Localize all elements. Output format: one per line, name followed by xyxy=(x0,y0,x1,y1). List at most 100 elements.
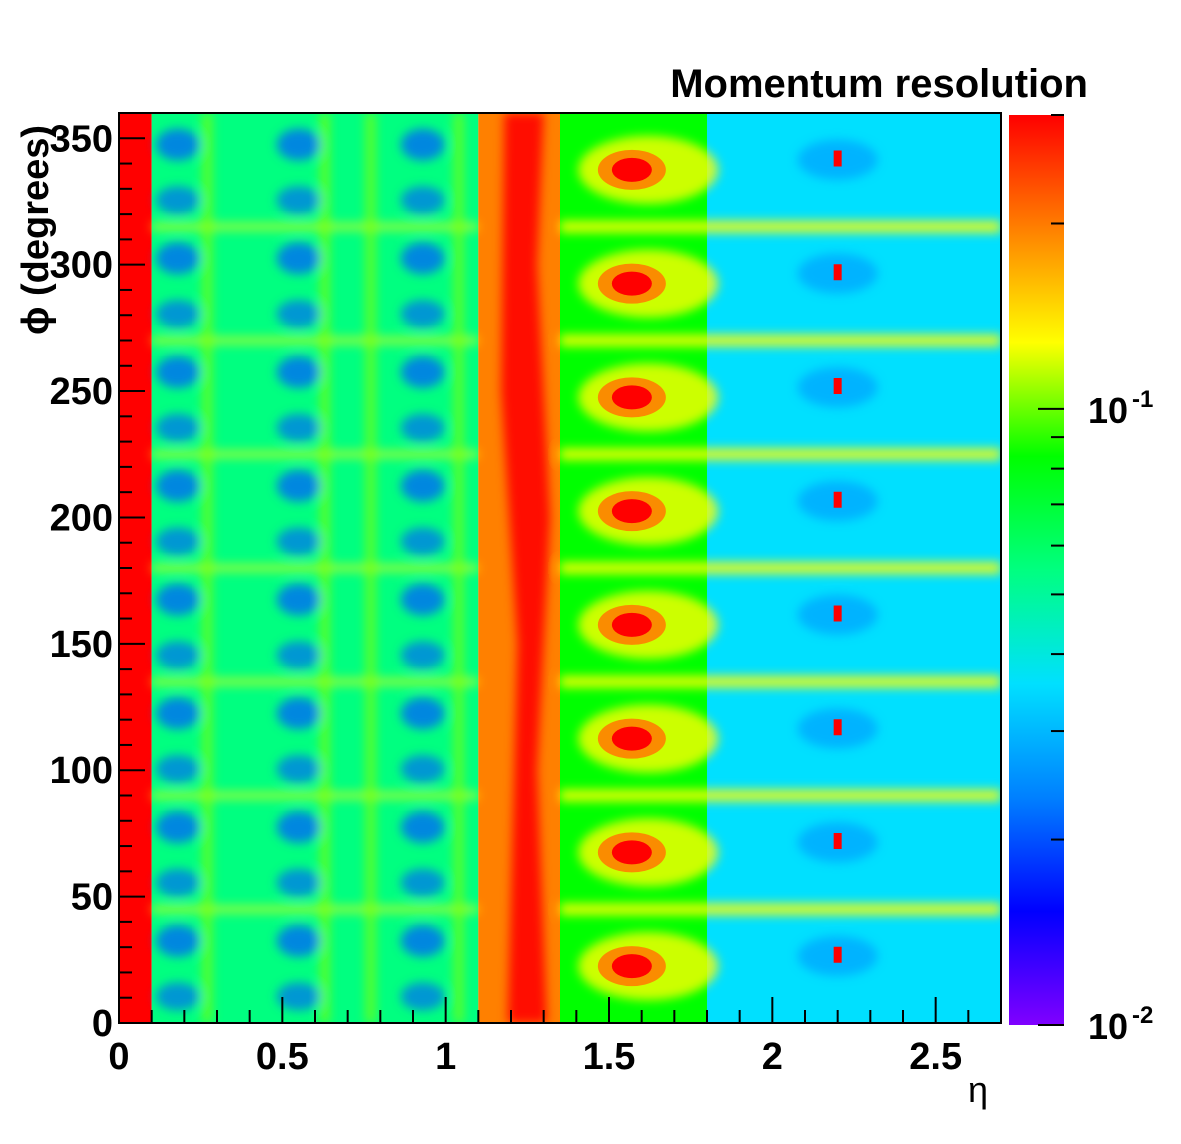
low-spot xyxy=(155,868,200,897)
plot-area xyxy=(119,113,1001,1023)
low-spot xyxy=(276,242,321,275)
color-bar-label: 10 xyxy=(1088,390,1128,431)
x-tick-label: 2 xyxy=(762,1036,783,1078)
hotspot xyxy=(833,605,842,622)
eta-stripe xyxy=(202,113,213,1023)
low-spot xyxy=(276,469,321,502)
eta-stripe xyxy=(319,113,330,1023)
hotspot xyxy=(833,264,842,281)
low-spot xyxy=(276,186,321,215)
phi-band xyxy=(151,450,479,459)
low-spot xyxy=(155,811,200,844)
phi-band xyxy=(151,564,479,572)
color-bar-labels: 10-110-2 xyxy=(1088,386,1153,1047)
x-axis-label: η xyxy=(968,1069,988,1110)
phi-band xyxy=(560,903,1001,916)
low-spot xyxy=(400,413,445,442)
low-spot xyxy=(400,242,445,275)
phi-band xyxy=(151,905,479,914)
hotspot xyxy=(611,385,652,410)
low-spot xyxy=(400,128,445,161)
y-tick-label: 150 xyxy=(50,624,113,666)
low-spot xyxy=(400,469,445,502)
hotspot xyxy=(611,271,652,296)
y-tick-label: 200 xyxy=(50,497,113,539)
low-spot xyxy=(276,583,321,616)
y-tick-label: 300 xyxy=(50,245,113,287)
chart-title: Momentum resolution xyxy=(670,62,1088,106)
color-bar-ticks xyxy=(1038,114,1064,1026)
y-axis: 0 50 100 150 200 250 300 350 xyxy=(50,112,145,1045)
hotspot xyxy=(833,946,842,963)
low-spot xyxy=(276,356,321,389)
low-spot xyxy=(400,924,445,957)
low-spot xyxy=(276,697,321,730)
low-spot xyxy=(400,527,445,556)
y-tick-label: 50 xyxy=(71,877,113,919)
hotspot xyxy=(611,499,652,524)
low-spot xyxy=(276,527,321,556)
hotspot xyxy=(833,150,842,167)
x-tick-label: 1 xyxy=(435,1036,456,1078)
low-spot xyxy=(155,754,200,783)
phi-band xyxy=(151,677,479,686)
low-spot xyxy=(400,754,445,783)
y-tick-label: 0 xyxy=(92,1003,113,1045)
low-spot xyxy=(155,527,200,556)
hotspot xyxy=(611,840,652,865)
phi-band xyxy=(560,220,1001,233)
hotspot xyxy=(611,954,652,979)
low-spot xyxy=(276,754,321,783)
x-tick-label: 2.5 xyxy=(909,1036,962,1078)
low-spot xyxy=(155,186,200,215)
hotspot xyxy=(833,833,842,849)
low-spot xyxy=(155,583,200,616)
low-spot xyxy=(276,413,321,442)
x-axis: 0 0.5 1 1.5 2 2.5 xyxy=(108,997,1002,1078)
heatmap-hotspots xyxy=(597,149,842,987)
y-tick-label: 100 xyxy=(50,750,113,792)
phi-band xyxy=(560,448,1001,461)
low-spot xyxy=(155,242,200,275)
low-spot xyxy=(155,697,200,730)
phi-band xyxy=(560,334,1001,347)
low-spot xyxy=(155,356,200,389)
low-spot xyxy=(155,641,200,670)
low-spot xyxy=(400,982,445,1011)
low-spot xyxy=(276,811,321,844)
low-spot xyxy=(155,413,200,442)
color-bar-label-exponent: -2 xyxy=(1132,1002,1153,1029)
phi-band xyxy=(151,791,479,800)
x-tick-label: 0.5 xyxy=(256,1036,309,1078)
hotspot xyxy=(611,726,652,751)
low-spot xyxy=(155,299,200,328)
y-tick-label: 250 xyxy=(50,371,113,413)
x-tick-label: 1.5 xyxy=(583,1036,636,1078)
phi-band xyxy=(560,675,1001,688)
eta-stripe xyxy=(365,113,376,1023)
low-spot xyxy=(155,924,200,957)
low-spot xyxy=(400,811,445,844)
low-spot xyxy=(400,697,445,730)
y-tick-label: 350 xyxy=(50,118,113,160)
low-spot xyxy=(400,356,445,389)
low-spot xyxy=(400,186,445,215)
hotspot xyxy=(611,157,652,182)
phi-band xyxy=(151,222,479,231)
phi-band xyxy=(560,789,1001,802)
color-bar-label-exponent: -1 xyxy=(1132,386,1153,413)
hotspot xyxy=(833,719,842,736)
low-spot xyxy=(400,583,445,616)
low-spot xyxy=(276,924,321,957)
phi-band xyxy=(560,562,1001,574)
low-spot xyxy=(400,868,445,897)
low-spot xyxy=(400,299,445,328)
eta-stripe xyxy=(453,113,464,1023)
color-bar-gradient xyxy=(1009,115,1064,1025)
low-spot xyxy=(276,128,321,161)
hotspot xyxy=(611,612,652,637)
low-spot xyxy=(400,641,445,670)
y-axis-label: ϕ (degrees) xyxy=(15,125,57,335)
